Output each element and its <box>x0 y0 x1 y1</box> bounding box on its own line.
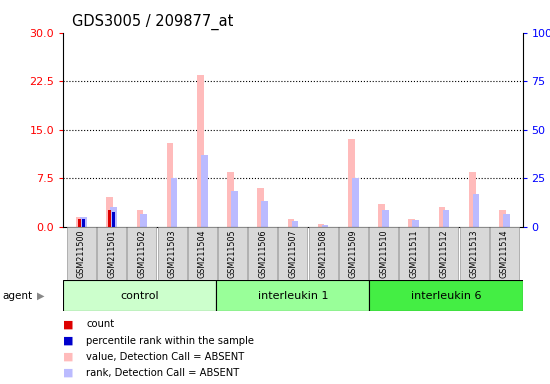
Bar <box>261 201 268 227</box>
Bar <box>80 217 87 227</box>
Bar <box>399 227 428 280</box>
Bar <box>157 227 186 280</box>
Text: GSM211503: GSM211503 <box>168 229 177 278</box>
Text: GSM211500: GSM211500 <box>77 229 86 278</box>
Bar <box>76 217 82 227</box>
Text: GSM211505: GSM211505 <box>228 229 237 278</box>
Bar <box>503 214 510 227</box>
Bar <box>218 227 247 280</box>
Bar <box>97 227 126 280</box>
Text: ■: ■ <box>63 336 74 346</box>
Text: GSM211511: GSM211511 <box>409 229 418 278</box>
Text: interleukin 6: interleukin 6 <box>411 291 481 301</box>
Bar <box>499 210 506 227</box>
Text: GSM211508: GSM211508 <box>318 229 328 278</box>
Text: GSM211501: GSM211501 <box>107 229 116 278</box>
Bar <box>469 172 476 227</box>
Bar <box>170 178 177 227</box>
Bar <box>339 227 368 280</box>
Bar <box>370 280 522 311</box>
Bar <box>78 219 81 227</box>
Bar <box>248 227 277 280</box>
Bar <box>309 227 338 280</box>
Text: ■: ■ <box>63 319 74 329</box>
Bar <box>197 74 204 227</box>
Text: GSM211507: GSM211507 <box>288 229 298 278</box>
Text: value, Detection Call = ABSENT: value, Detection Call = ABSENT <box>86 352 245 362</box>
Bar <box>318 224 324 227</box>
Text: control: control <box>120 291 159 301</box>
Text: GSM211509: GSM211509 <box>349 229 358 278</box>
Text: GSM211504: GSM211504 <box>198 229 207 278</box>
Bar <box>460 227 488 280</box>
Text: GSM211506: GSM211506 <box>258 229 267 278</box>
Bar <box>473 194 480 227</box>
Bar <box>348 139 355 227</box>
Bar <box>443 210 449 227</box>
Bar <box>216 280 370 311</box>
Bar <box>81 219 85 227</box>
Bar <box>352 178 359 227</box>
Text: interleukin 1: interleukin 1 <box>257 291 328 301</box>
Bar <box>188 227 217 280</box>
Bar <box>292 222 298 227</box>
Bar <box>412 220 419 227</box>
Bar <box>430 227 459 280</box>
Text: GSM211513: GSM211513 <box>470 229 478 278</box>
Bar <box>112 212 116 227</box>
Bar <box>67 227 96 280</box>
Bar <box>63 280 216 311</box>
Bar <box>231 191 238 227</box>
Text: GDS3005 / 209877_at: GDS3005 / 209877_at <box>72 13 233 30</box>
Bar <box>136 210 143 227</box>
Text: agent: agent <box>3 291 33 301</box>
Bar <box>288 219 294 227</box>
Bar <box>227 172 234 227</box>
Bar <box>108 210 112 227</box>
Bar <box>409 219 415 227</box>
Bar <box>382 210 389 227</box>
Text: GSM211512: GSM211512 <box>439 229 448 278</box>
Text: ■: ■ <box>63 368 74 378</box>
Bar <box>490 227 519 280</box>
Text: GSM211502: GSM211502 <box>138 229 146 278</box>
Bar <box>439 207 446 227</box>
Bar <box>201 156 207 227</box>
Text: percentile rank within the sample: percentile rank within the sample <box>86 336 254 346</box>
Bar <box>278 227 307 280</box>
Text: ■: ■ <box>63 352 74 362</box>
Text: rank, Detection Call = ABSENT: rank, Detection Call = ABSENT <box>86 368 240 378</box>
Bar <box>257 188 264 227</box>
Text: GSM211510: GSM211510 <box>379 229 388 278</box>
Bar <box>140 214 147 227</box>
Bar <box>369 227 398 280</box>
Bar <box>167 142 173 227</box>
Text: count: count <box>86 319 114 329</box>
Text: GSM211514: GSM211514 <box>500 229 509 278</box>
Bar <box>127 227 156 280</box>
Text: ▶: ▶ <box>37 291 45 301</box>
Bar <box>378 204 385 227</box>
Bar <box>106 197 113 227</box>
Bar <box>322 225 328 227</box>
Bar <box>110 207 117 227</box>
